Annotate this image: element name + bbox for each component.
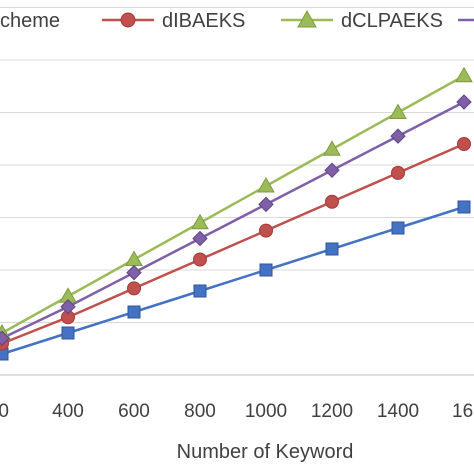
series-4-point	[126, 264, 142, 281]
legend: cheme dIBAEKS dCLPAEKS	[0, 9, 474, 32]
legend-item-dclpaeks: dCLPAEKS	[281, 9, 443, 32]
series-4-point	[258, 196, 274, 213]
series-3-point	[389, 103, 407, 119]
x-tick-label: 800	[184, 401, 216, 422]
legend-marker-dclpaeks	[297, 9, 317, 28]
series-line-3	[1, 74, 465, 335]
series-2-point	[457, 137, 471, 151]
series-1-point	[457, 200, 471, 214]
series-4-point	[192, 230, 208, 247]
series-4-point	[456, 94, 472, 110]
legend-item-cheme: cheme	[0, 10, 60, 32]
series-1-point	[259, 263, 273, 277]
series-3-point	[323, 140, 341, 156]
series-line-4	[1, 100, 465, 340]
legend-marker-dibaeks	[120, 12, 136, 28]
x-tick-label: 600	[118, 401, 150, 422]
series-3-point	[455, 66, 473, 83]
series-1-point	[61, 326, 75, 340]
x-tick-label: 1000	[245, 401, 287, 422]
legend-label-dclpaeks: dCLPAEKS	[341, 10, 443, 32]
series-1-point	[325, 242, 339, 256]
series-2-point	[259, 223, 273, 238]
x-tick-label: 1400	[377, 401, 419, 422]
series-1-point	[193, 284, 207, 298]
series-3-point	[257, 176, 275, 193]
series-markers	[0, 66, 473, 361]
x-tick-label: 16	[452, 401, 473, 422]
series-2-point	[391, 165, 405, 180]
x-axis-tick-labels: 0 400 600 800 1000 1200 1400 16	[0, 401, 473, 422]
gridlines	[0, 7, 474, 376]
x-tick-label: 0	[0, 401, 9, 422]
series-1-point	[127, 305, 141, 319]
x-axis-label: Number of Keyword	[177, 441, 354, 463]
legend-label-dibaeks: dIBAEKS	[162, 10, 245, 32]
series-3-point	[125, 250, 143, 266]
series-4-point	[0, 330, 10, 346]
series-4-point	[390, 128, 406, 144]
series-4-point	[60, 299, 76, 315]
series-2-point	[127, 281, 141, 296]
series-3-point	[191, 213, 209, 230]
x-tick-label: 400	[52, 401, 84, 422]
series-4-point	[324, 162, 340, 178]
legend-label-cheme: cheme	[0, 10, 60, 32]
series-2-point	[193, 252, 207, 267]
series-1-point	[391, 221, 405, 235]
series-lines	[1, 74, 465, 356]
series-2-point	[325, 194, 339, 209]
series-line-2	[1, 142, 465, 345]
x-tick-label: 1200	[311, 401, 353, 422]
series-line-1	[1, 205, 465, 356]
legend-item-dibaeks: dIBAEKS	[102, 10, 245, 32]
